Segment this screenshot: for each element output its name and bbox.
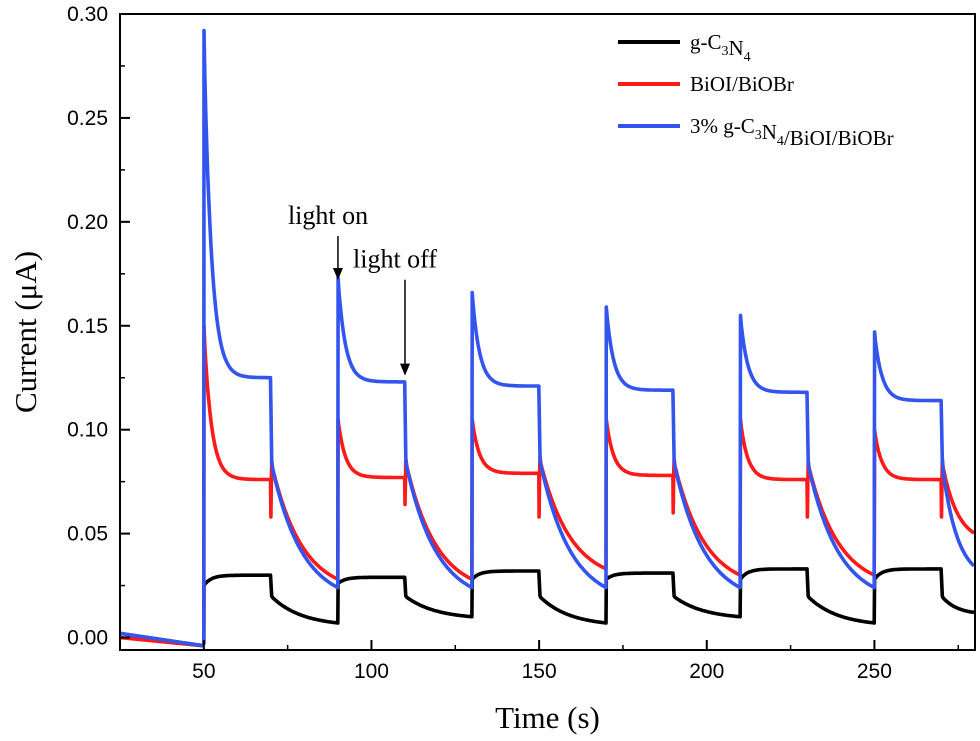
x-tick-label-0: 50 (192, 660, 215, 683)
annotation-arrowhead-1 (400, 363, 410, 376)
plot-frame (119, 13, 976, 651)
series-line-2 (120, 28, 975, 648)
series-line-0 (120, 567, 975, 648)
y-tick-label-4: 0.20 (67, 211, 108, 234)
legend-label-1: BiOI/BiOBr (690, 72, 794, 96)
x-axis-title: Time (s) (495, 700, 600, 735)
annotation-label-1: light off (353, 245, 437, 274)
y-tick-label-3: 0.15 (67, 315, 108, 338)
legend-label-0: g-C3N4 (690, 30, 751, 65)
y-tick-label-2: 0.10 (67, 419, 108, 442)
series-layer (120, 28, 975, 648)
annotation-arrowhead-0 (332, 268, 343, 281)
ticks-layer: 50 100 150 200 250 0.00 0.05 0.10 0.15 0.20 0.25 0.… (67, 3, 959, 683)
y-tick-label-1: 0.05 (67, 523, 108, 546)
legend: g-C3N4 BiOI/BiOBr 3% g-C3N4/BiOI/BiOBr (618, 30, 894, 150)
annotations: light on light off (288, 201, 437, 376)
legend-label-2: 3% g-C3N4/BiOI/BiOBr (690, 114, 894, 150)
y-tick-label-6: 0.30 (67, 3, 108, 26)
x-tick-label-3: 200 (689, 660, 724, 683)
y-axis-title: Current (μA) (8, 251, 43, 413)
annotation-label-0: light on (288, 201, 368, 230)
y-tick-label-0: 0.00 (67, 627, 108, 650)
x-tick-label-4: 250 (857, 660, 892, 683)
x-tick-label-2: 150 (522, 660, 557, 683)
y-tick-label-5: 0.25 (67, 107, 108, 130)
x-tick-label-1: 100 (354, 660, 389, 683)
